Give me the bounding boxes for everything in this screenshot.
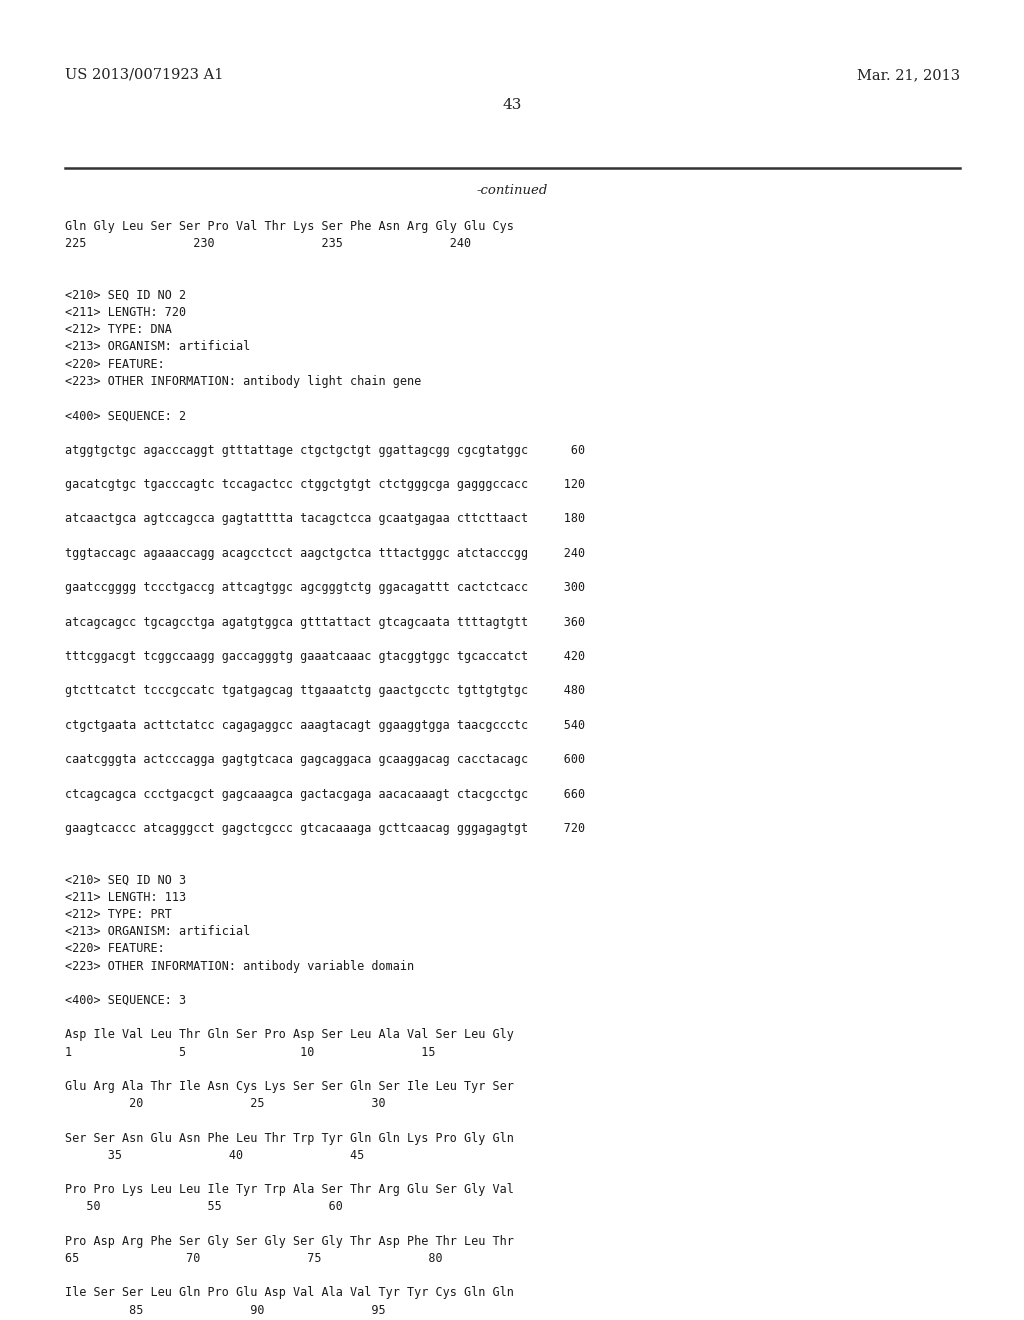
Text: <400> SEQUENCE: 2: <400> SEQUENCE: 2 [65, 409, 186, 422]
Text: <211> LENGTH: 113: <211> LENGTH: 113 [65, 891, 186, 904]
Text: Ser Ser Asn Glu Asn Phe Leu Thr Trp Tyr Gln Gln Lys Pro Gly Gln: Ser Ser Asn Glu Asn Phe Leu Thr Trp Tyr … [65, 1131, 514, 1144]
Text: 85               90               95: 85 90 95 [65, 1304, 386, 1316]
Text: atcagcagcc tgcagcctga agatgtggca gtttattact gtcagcaata ttttagtgtt     360: atcagcagcc tgcagcctga agatgtggca gtttatt… [65, 615, 585, 628]
Text: 65               70               75               80: 65 70 75 80 [65, 1251, 442, 1265]
Text: <220> FEATURE:: <220> FEATURE: [65, 942, 165, 956]
Text: 1               5                10               15: 1 5 10 15 [65, 1045, 435, 1059]
Text: <210> SEQ ID NO 3: <210> SEQ ID NO 3 [65, 874, 186, 887]
Text: <220> FEATURE:: <220> FEATURE: [65, 358, 165, 371]
Text: atggtgctgc agacccaggt gtttattage ctgctgctgt ggattagcgg cgcgtatggc      60: atggtgctgc agacccaggt gtttattage ctgctgc… [65, 444, 585, 457]
Text: ctgctgaata acttctatcc cagagaggcc aaagtacagt ggaaggtgga taacgccctc     540: ctgctgaata acttctatcc cagagaggcc aaagtac… [65, 719, 585, 731]
Text: 20               25               30: 20 25 30 [65, 1097, 386, 1110]
Text: caatcgggta actcccagga gagtgtcaca gagcaggaca gcaaggacag cacctacagc     600: caatcgggta actcccagga gagtgtcaca gagcagg… [65, 754, 585, 766]
Text: ctcagcagca ccctgacgct gagcaaagca gactacgaga aacacaaagt ctacgcctgc     660: ctcagcagca ccctgacgct gagcaaagca gactacg… [65, 788, 585, 801]
Text: <211> LENGTH: 720: <211> LENGTH: 720 [65, 306, 186, 319]
Text: Ile Ser Ser Leu Gln Pro Glu Asp Val Ala Val Tyr Tyr Cys Gln Gln: Ile Ser Ser Leu Gln Pro Glu Asp Val Ala … [65, 1287, 514, 1299]
Text: <213> ORGANISM: artificial: <213> ORGANISM: artificial [65, 341, 250, 354]
Text: 43: 43 [503, 98, 521, 112]
Text: 50               55               60: 50 55 60 [65, 1200, 343, 1213]
Text: <212> TYPE: DNA: <212> TYPE: DNA [65, 323, 172, 337]
Text: 225               230               235               240: 225 230 235 240 [65, 238, 471, 251]
Text: <223> OTHER INFORMATION: antibody variable domain: <223> OTHER INFORMATION: antibody variab… [65, 960, 414, 973]
Text: gtcttcatct tcccgccatc tgatgagcag ttgaaatctg gaactgcctc tgttgtgtgc     480: gtcttcatct tcccgccatc tgatgagcag ttgaaat… [65, 684, 585, 697]
Text: <223> OTHER INFORMATION: antibody light chain gene: <223> OTHER INFORMATION: antibody light … [65, 375, 421, 388]
Text: <400> SEQUENCE: 3: <400> SEQUENCE: 3 [65, 994, 186, 1007]
Text: gaagtcaccc atcagggcct gagctcgccc gtcacaaaga gcttcaacag gggagagtgt     720: gaagtcaccc atcagggcct gagctcgccc gtcacaa… [65, 822, 585, 836]
Text: atcaactgca agtccagcca gagtatttta tacagctcca gcaatgagaa cttcttaact     180: atcaactgca agtccagcca gagtatttta tacagct… [65, 512, 585, 525]
Text: gaatccgggg tccctgaccg attcagtggc agcgggtctg ggacagattt cactctcacc     300: gaatccgggg tccctgaccg attcagtggc agcgggt… [65, 581, 585, 594]
Text: <212> TYPE: PRT: <212> TYPE: PRT [65, 908, 172, 921]
Text: Pro Pro Lys Leu Leu Ile Tyr Trp Ala Ser Thr Arg Glu Ser Gly Val: Pro Pro Lys Leu Leu Ile Tyr Trp Ala Ser … [65, 1183, 514, 1196]
Text: -continued: -continued [476, 183, 548, 197]
Text: tggtaccagc agaaaccagg acagcctcct aagctgctca tttactgggc atctacccgg     240: tggtaccagc agaaaccagg acagcctcct aagctgc… [65, 546, 585, 560]
Text: <213> ORGANISM: artificial: <213> ORGANISM: artificial [65, 925, 250, 939]
Text: US 2013/0071923 A1: US 2013/0071923 A1 [65, 69, 223, 82]
Text: Glu Arg Ala Thr Ile Asn Cys Lys Ser Ser Gln Ser Ile Leu Tyr Ser: Glu Arg Ala Thr Ile Asn Cys Lys Ser Ser … [65, 1080, 514, 1093]
Text: Mar. 21, 2013: Mar. 21, 2013 [857, 69, 961, 82]
Text: gacatcgtgc tgacccagtc tccagactcc ctggctgtgt ctctgggcga gagggccacc     120: gacatcgtgc tgacccagtc tccagactcc ctggctg… [65, 478, 585, 491]
Text: tttcggacgt tcggccaagg gaccagggtg gaaatcaaac gtacggtggc tgcaccatct     420: tttcggacgt tcggccaagg gaccagggtg gaaatca… [65, 649, 585, 663]
Text: Gln Gly Leu Ser Ser Pro Val Thr Lys Ser Phe Asn Arg Gly Glu Cys: Gln Gly Leu Ser Ser Pro Val Thr Lys Ser … [65, 220, 514, 234]
Text: 35               40               45: 35 40 45 [65, 1148, 365, 1162]
Text: Pro Asp Arg Phe Ser Gly Ser Gly Ser Gly Thr Asp Phe Thr Leu Thr: Pro Asp Arg Phe Ser Gly Ser Gly Ser Gly … [65, 1234, 514, 1247]
Text: <210> SEQ ID NO 2: <210> SEQ ID NO 2 [65, 289, 186, 302]
Text: Asp Ile Val Leu Thr Gln Ser Pro Asp Ser Leu Ala Val Ser Leu Gly: Asp Ile Val Leu Thr Gln Ser Pro Asp Ser … [65, 1028, 514, 1041]
